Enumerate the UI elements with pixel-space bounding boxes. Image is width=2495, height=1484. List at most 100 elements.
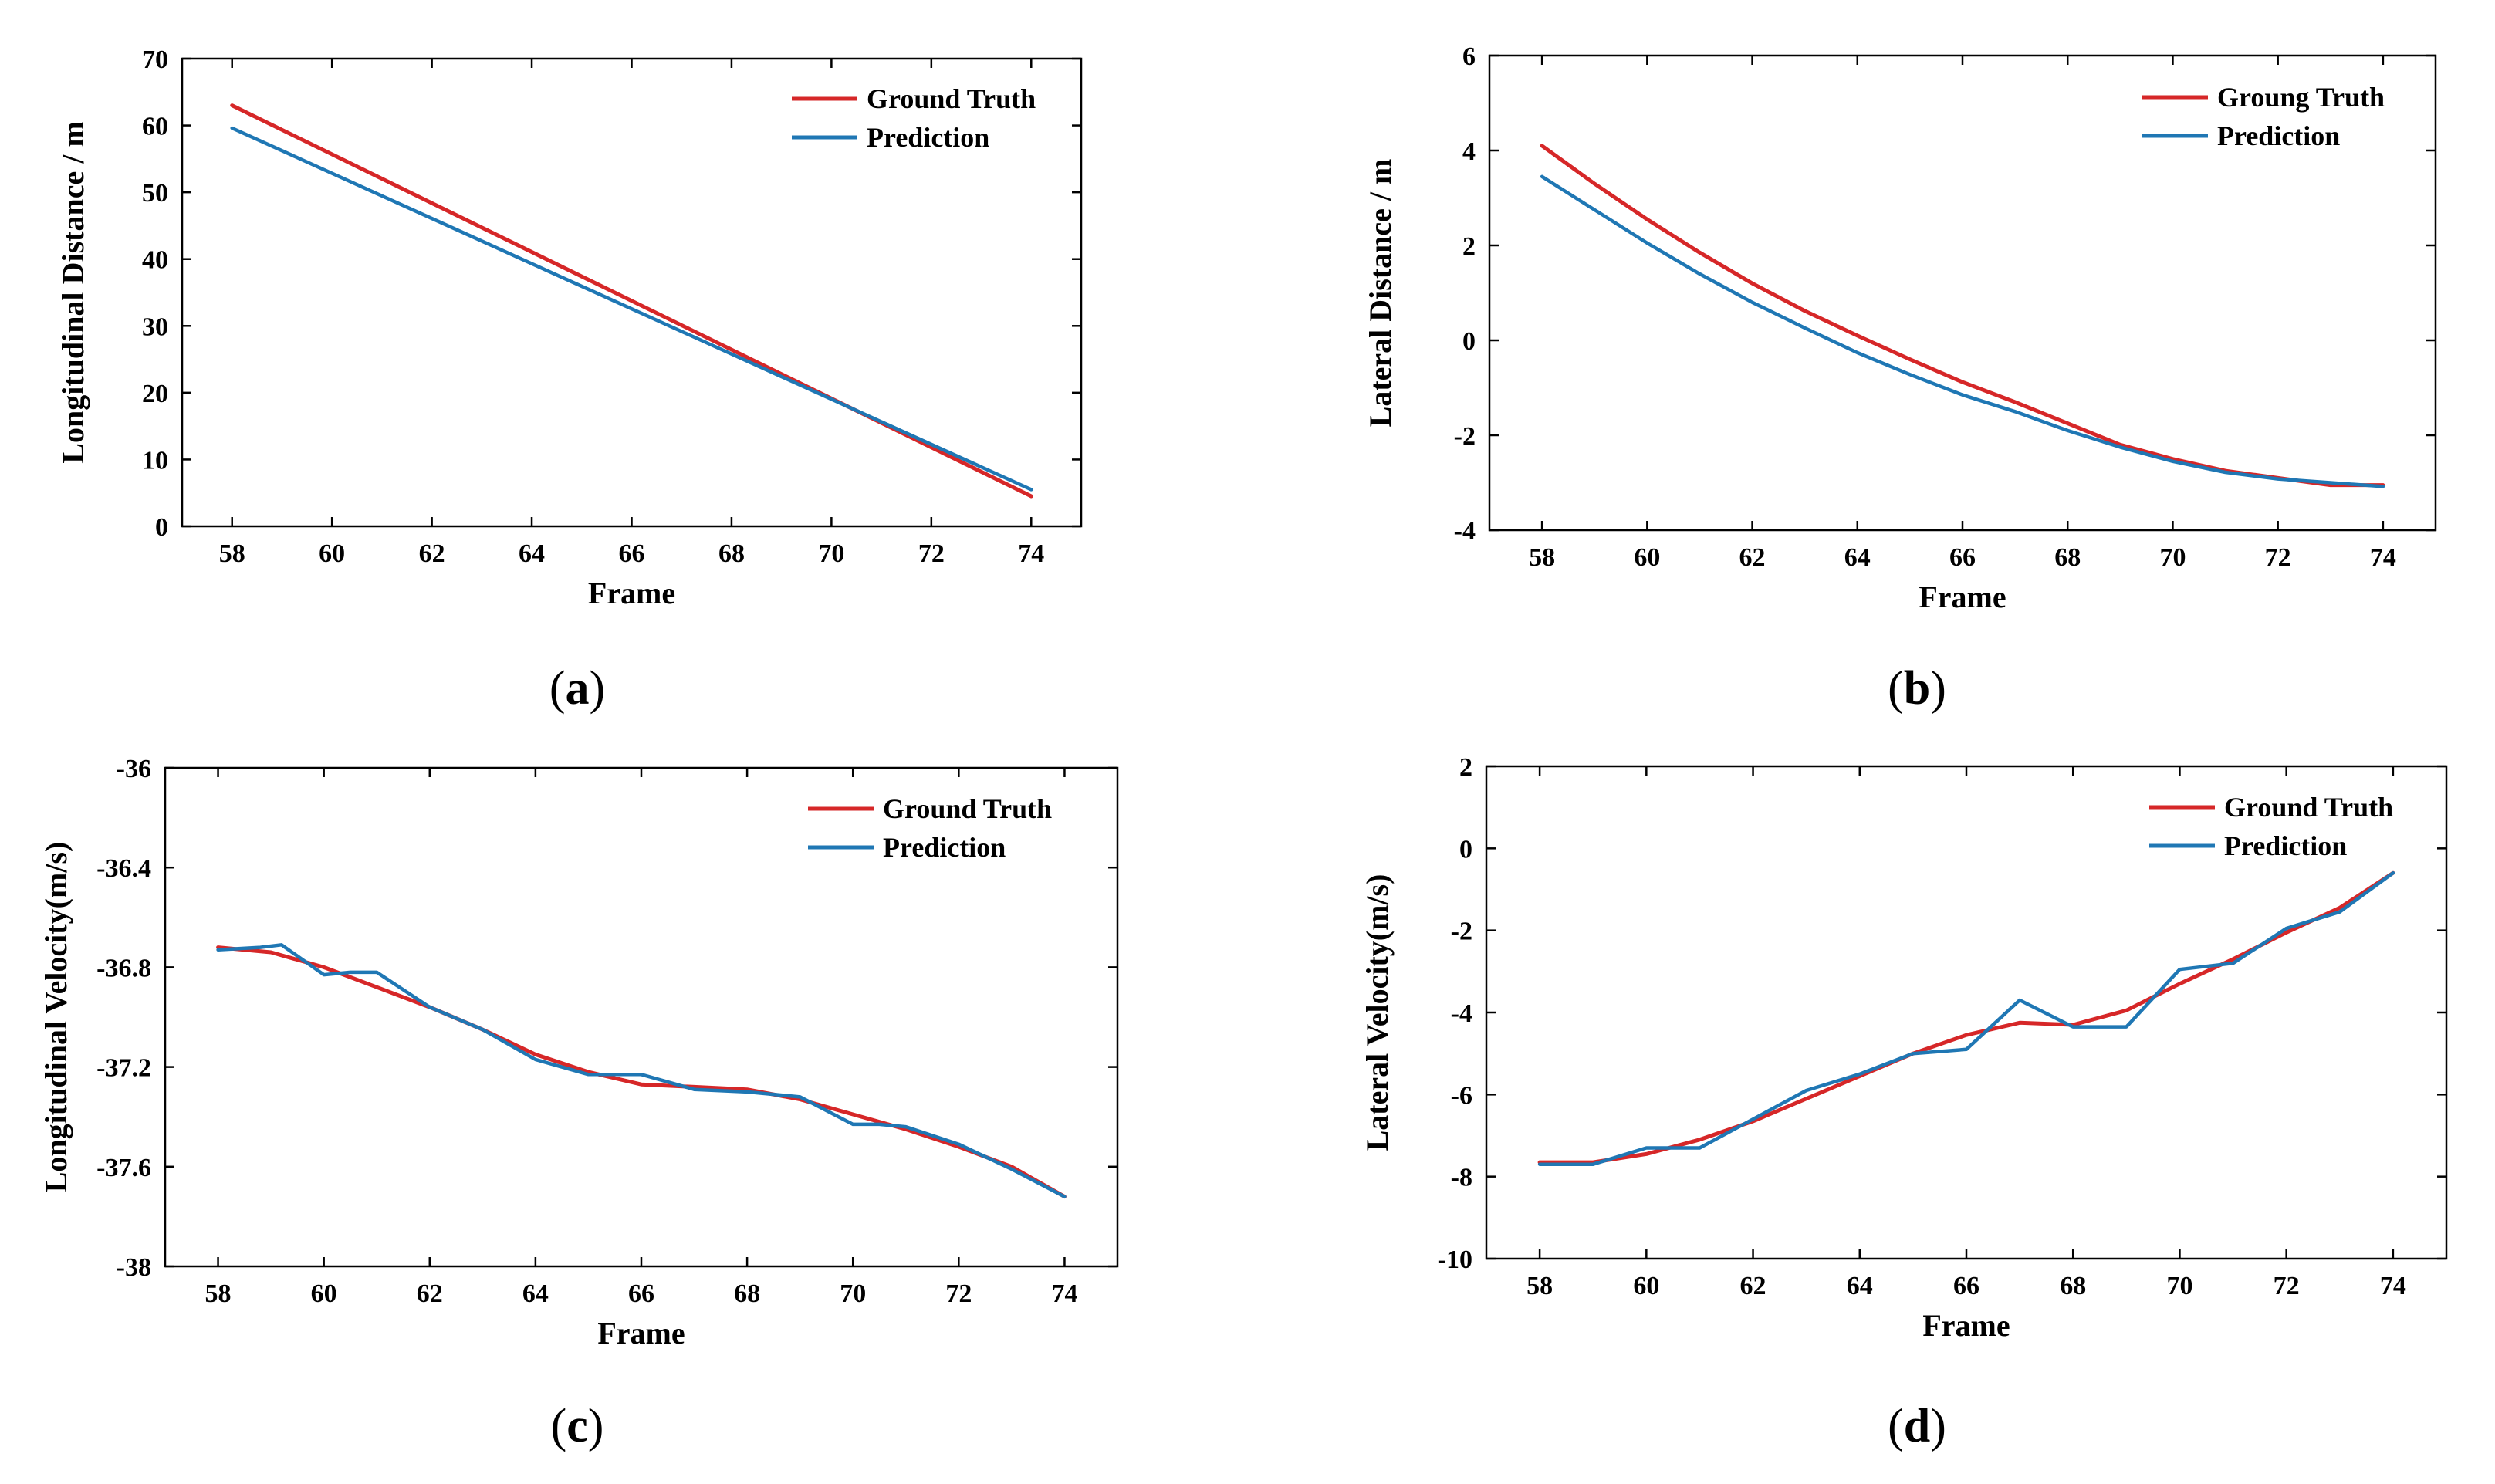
x-tick-label: 60: [319, 539, 345, 568]
y-tick-label: 40: [142, 246, 168, 275]
y-tick-label: 10: [142, 446, 168, 475]
y-axis-label: Lateral Distance / m: [1363, 159, 1398, 428]
series-line-prediction: [230, 126, 1033, 492]
series-line-ground-truth: [216, 945, 1067, 1199]
panel-b: 58 60 62 64 66 68 70 72 74 -4 -2 0 2 4 6 Frame Lateral D…: [1363, 42, 2437, 614]
y-tick-label: -10: [1438, 1246, 1472, 1274]
y-tick-label: 0: [1462, 327, 1476, 356]
x-tick-label: 64: [519, 539, 545, 568]
y-tick-label: -36.8: [96, 954, 151, 982]
x-tick-label: 66: [619, 539, 645, 568]
caption-letter: b: [1904, 662, 1930, 715]
x-tick-label: 62: [1740, 1272, 1766, 1300]
x-axis-label: Frame: [1922, 1308, 2010, 1343]
x-tick-label: 62: [419, 539, 445, 568]
legend-label-prediction: Prediction: [2217, 120, 2340, 151]
caption-letter: d: [1904, 1400, 1930, 1452]
y-tick-label: -6: [1451, 1081, 1472, 1110]
x-tick-label: 64: [522, 1279, 549, 1308]
x-tick-label: 60: [1633, 1272, 1659, 1300]
x-tick-label: 68: [718, 539, 745, 568]
x-tick-label: 68: [2060, 1272, 2086, 1300]
y-tick-label: 20: [142, 380, 168, 408]
y-tick-label: 0: [1459, 835, 1472, 864]
y-tick-label: 4: [1462, 137, 1476, 166]
series-line-prediction: [1540, 174, 2385, 488]
legend-label-ground-truth: Ground Truth: [867, 83, 1036, 114]
panel-a: 58 60 62 64 66 68 70 72 74 0 10 20 30 40 50 60 70 Frame Lo…: [56, 46, 1083, 610]
x-tick-label: 62: [417, 1279, 443, 1308]
x-tick-label: 64: [1844, 543, 1871, 572]
x-tick-label: 58: [1526, 1272, 1553, 1300]
x-tick-label: 72: [2274, 1272, 2300, 1300]
x-tick-label: 72: [945, 1279, 972, 1308]
x-tick-label: 68: [2054, 543, 2081, 572]
legend-label-prediction: Prediction: [2224, 830, 2347, 861]
y-tick-label: -4: [1454, 517, 1476, 546]
y-tick-label: 2: [1459, 753, 1472, 782]
y-tick-label: 2: [1462, 232, 1476, 261]
caption-a: (a): [549, 662, 605, 715]
y-tick-label: -8: [1451, 1164, 1472, 1192]
y-axis-label: Lateral Velocity(m/s): [1360, 874, 1395, 1151]
x-tick-label: 62: [1739, 543, 1766, 572]
y-tick-label: -36.4: [96, 854, 151, 883]
x-tick-label: 58: [1529, 543, 1555, 572]
caption-d: (d): [1888, 1400, 1946, 1452]
x-tick-label: 70: [2166, 1272, 2192, 1300]
x-tick-label: 72: [918, 539, 945, 568]
x-tick-label: 70: [818, 539, 844, 568]
caption-c: (c): [551, 1400, 604, 1452]
x-tick-label: 72: [2265, 543, 2291, 572]
x-axis-label: Frame: [1919, 580, 2006, 614]
y-tick-label: -2: [1451, 918, 1472, 946]
x-tick-label: 70: [840, 1279, 866, 1308]
panel-d: 58 60 62 64 66 68 70 72 74 -10 -8 -6 -4 -2 0 2 Frame Late…: [1360, 753, 2448, 1343]
y-tick-label: -4: [1451, 999, 1472, 1028]
legend-label-prediction: Prediction: [867, 122, 989, 153]
series-line-ground-truth: [1540, 144, 2385, 488]
x-tick-label: 74: [1051, 1279, 1077, 1308]
x-tick-label: 70: [2159, 543, 2186, 572]
x-axis-label: Frame: [588, 576, 675, 610]
x-tick-label: 66: [1953, 1272, 1979, 1300]
legend-label-prediction: Prediction: [883, 832, 1006, 863]
x-tick-label: 64: [1847, 1272, 1873, 1300]
x-tick-label: 58: [205, 1279, 232, 1308]
x-axis-label: Frame: [597, 1316, 685, 1350]
y-tick-label: -37.6: [96, 1154, 151, 1182]
y-axis-label: Longitudinal Distance / m: [56, 121, 90, 463]
legend-label-ground-truth: Groung Truth: [2217, 82, 2385, 113]
y-tick-label: 0: [155, 513, 168, 542]
y-tick-label: 70: [142, 46, 168, 74]
caption-letter: a: [566, 662, 590, 715]
y-tick-label: -36: [117, 755, 151, 783]
series-line-prediction: [216, 943, 1067, 1198]
caption-b: (b): [1888, 662, 1946, 715]
legend-label-ground-truth: Ground Truth: [2224, 792, 2393, 823]
y-tick-label: 50: [142, 179, 168, 208]
x-tick-label: 60: [1634, 543, 1660, 572]
caption-letter: c: [566, 1400, 588, 1452]
y-tick-label: 30: [142, 313, 168, 341]
x-tick-label: 68: [734, 1279, 760, 1308]
x-tick-label: 66: [628, 1279, 654, 1308]
x-tick-label: 74: [1018, 539, 1044, 568]
series-line-ground-truth: [230, 103, 1033, 499]
x-tick-label: 66: [1949, 543, 1976, 572]
series-line-ground-truth: [1537, 870, 2395, 1165]
y-tick-label: 60: [142, 113, 168, 141]
x-tick-label: 74: [2370, 543, 2396, 572]
y-tick-label: -2: [1454, 422, 1476, 451]
y-axis-label: Longitudinal Velocity(m/s): [39, 842, 73, 1193]
y-tick-label: 6: [1462, 42, 1476, 71]
legend-label-ground-truth: Ground Truth: [883, 793, 1052, 824]
series-line-prediction: [1537, 870, 2395, 1166]
y-tick-label: -37.2: [96, 1054, 151, 1083]
x-tick-label: 74: [2380, 1272, 2406, 1300]
x-tick-label: 58: [219, 539, 245, 568]
x-tick-label: 60: [311, 1279, 337, 1308]
y-tick-label: -38: [117, 1253, 151, 1282]
panel-c: 58 60 62 64 66 68 70 72 74 -38 -37.6 -37.2 -36.8 -36.…: [39, 755, 1119, 1350]
